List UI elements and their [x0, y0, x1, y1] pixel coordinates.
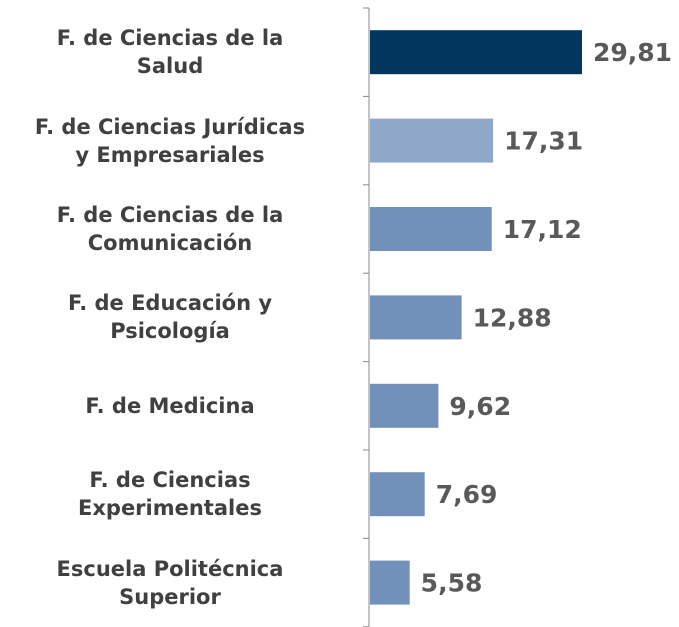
category-label: Escuela Politécnica Superior — [56, 556, 284, 609]
bar — [370, 295, 462, 340]
value-label: 17,31 — [504, 127, 583, 156]
value-label: 5,58 — [421, 569, 483, 598]
value-label: 17,12 — [503, 215, 582, 244]
category-label: F. de Ciencias Jurídicas y Empresariales — [34, 114, 306, 167]
category-label: F. de Medicina — [85, 393, 255, 418]
value-label: 12,88 — [473, 303, 552, 332]
bar — [370, 383, 439, 428]
bar — [370, 560, 410, 605]
value-label: 9,62 — [449, 392, 511, 421]
value-label: 7,69 — [436, 480, 498, 509]
bar — [370, 118, 494, 163]
bar — [370, 30, 582, 75]
category-label: F. de Educación y Psicología — [67, 291, 273, 344]
category-label: F. de Ciencias de la Comunicación — [56, 203, 284, 255]
category-label: F. de Ciencias Experimentales — [78, 468, 262, 521]
bar — [370, 207, 492, 251]
bar — [370, 472, 425, 517]
value-label: 29,81 — [593, 38, 672, 67]
category-label: F. de Ciencias de la Salud — [56, 26, 284, 79]
